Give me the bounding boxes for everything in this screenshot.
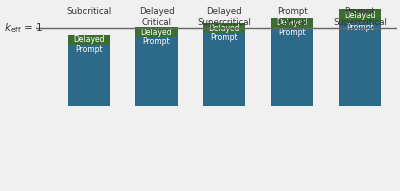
Text: Prompt: Prompt bbox=[143, 37, 170, 46]
Bar bbox=[271, 28, 313, 106]
Text: Prompt
Critical: Prompt Critical bbox=[277, 7, 308, 27]
Bar bbox=[68, 35, 110, 45]
Text: Delayed: Delayed bbox=[208, 24, 240, 33]
Bar bbox=[136, 27, 178, 37]
Text: Delayed
Critical: Delayed Critical bbox=[139, 7, 174, 27]
Text: $k_{\mathrm{eff}}$ = 1: $k_{\mathrm{eff}}$ = 1 bbox=[4, 21, 42, 35]
Bar bbox=[136, 37, 178, 106]
Text: Prompt: Prompt bbox=[346, 23, 374, 32]
Text: Delayed: Delayed bbox=[73, 36, 104, 45]
Text: Prompt
Supercritical: Prompt Supercritical bbox=[333, 7, 387, 27]
Bar bbox=[271, 18, 313, 28]
Bar bbox=[203, 33, 245, 106]
Text: Prompt: Prompt bbox=[75, 45, 102, 54]
Bar bbox=[203, 23, 245, 33]
Text: Subcritical: Subcritical bbox=[66, 7, 111, 16]
Text: Delayed: Delayed bbox=[344, 11, 376, 20]
Text: Delayed
Supercritical: Delayed Supercritical bbox=[197, 7, 251, 27]
Bar bbox=[339, 9, 381, 22]
Text: Prompt: Prompt bbox=[210, 33, 238, 42]
Text: Delayed: Delayed bbox=[276, 18, 308, 27]
Text: Delayed: Delayed bbox=[141, 28, 172, 37]
Text: Prompt: Prompt bbox=[278, 28, 306, 37]
Bar bbox=[68, 45, 110, 106]
Bar bbox=[339, 22, 381, 106]
